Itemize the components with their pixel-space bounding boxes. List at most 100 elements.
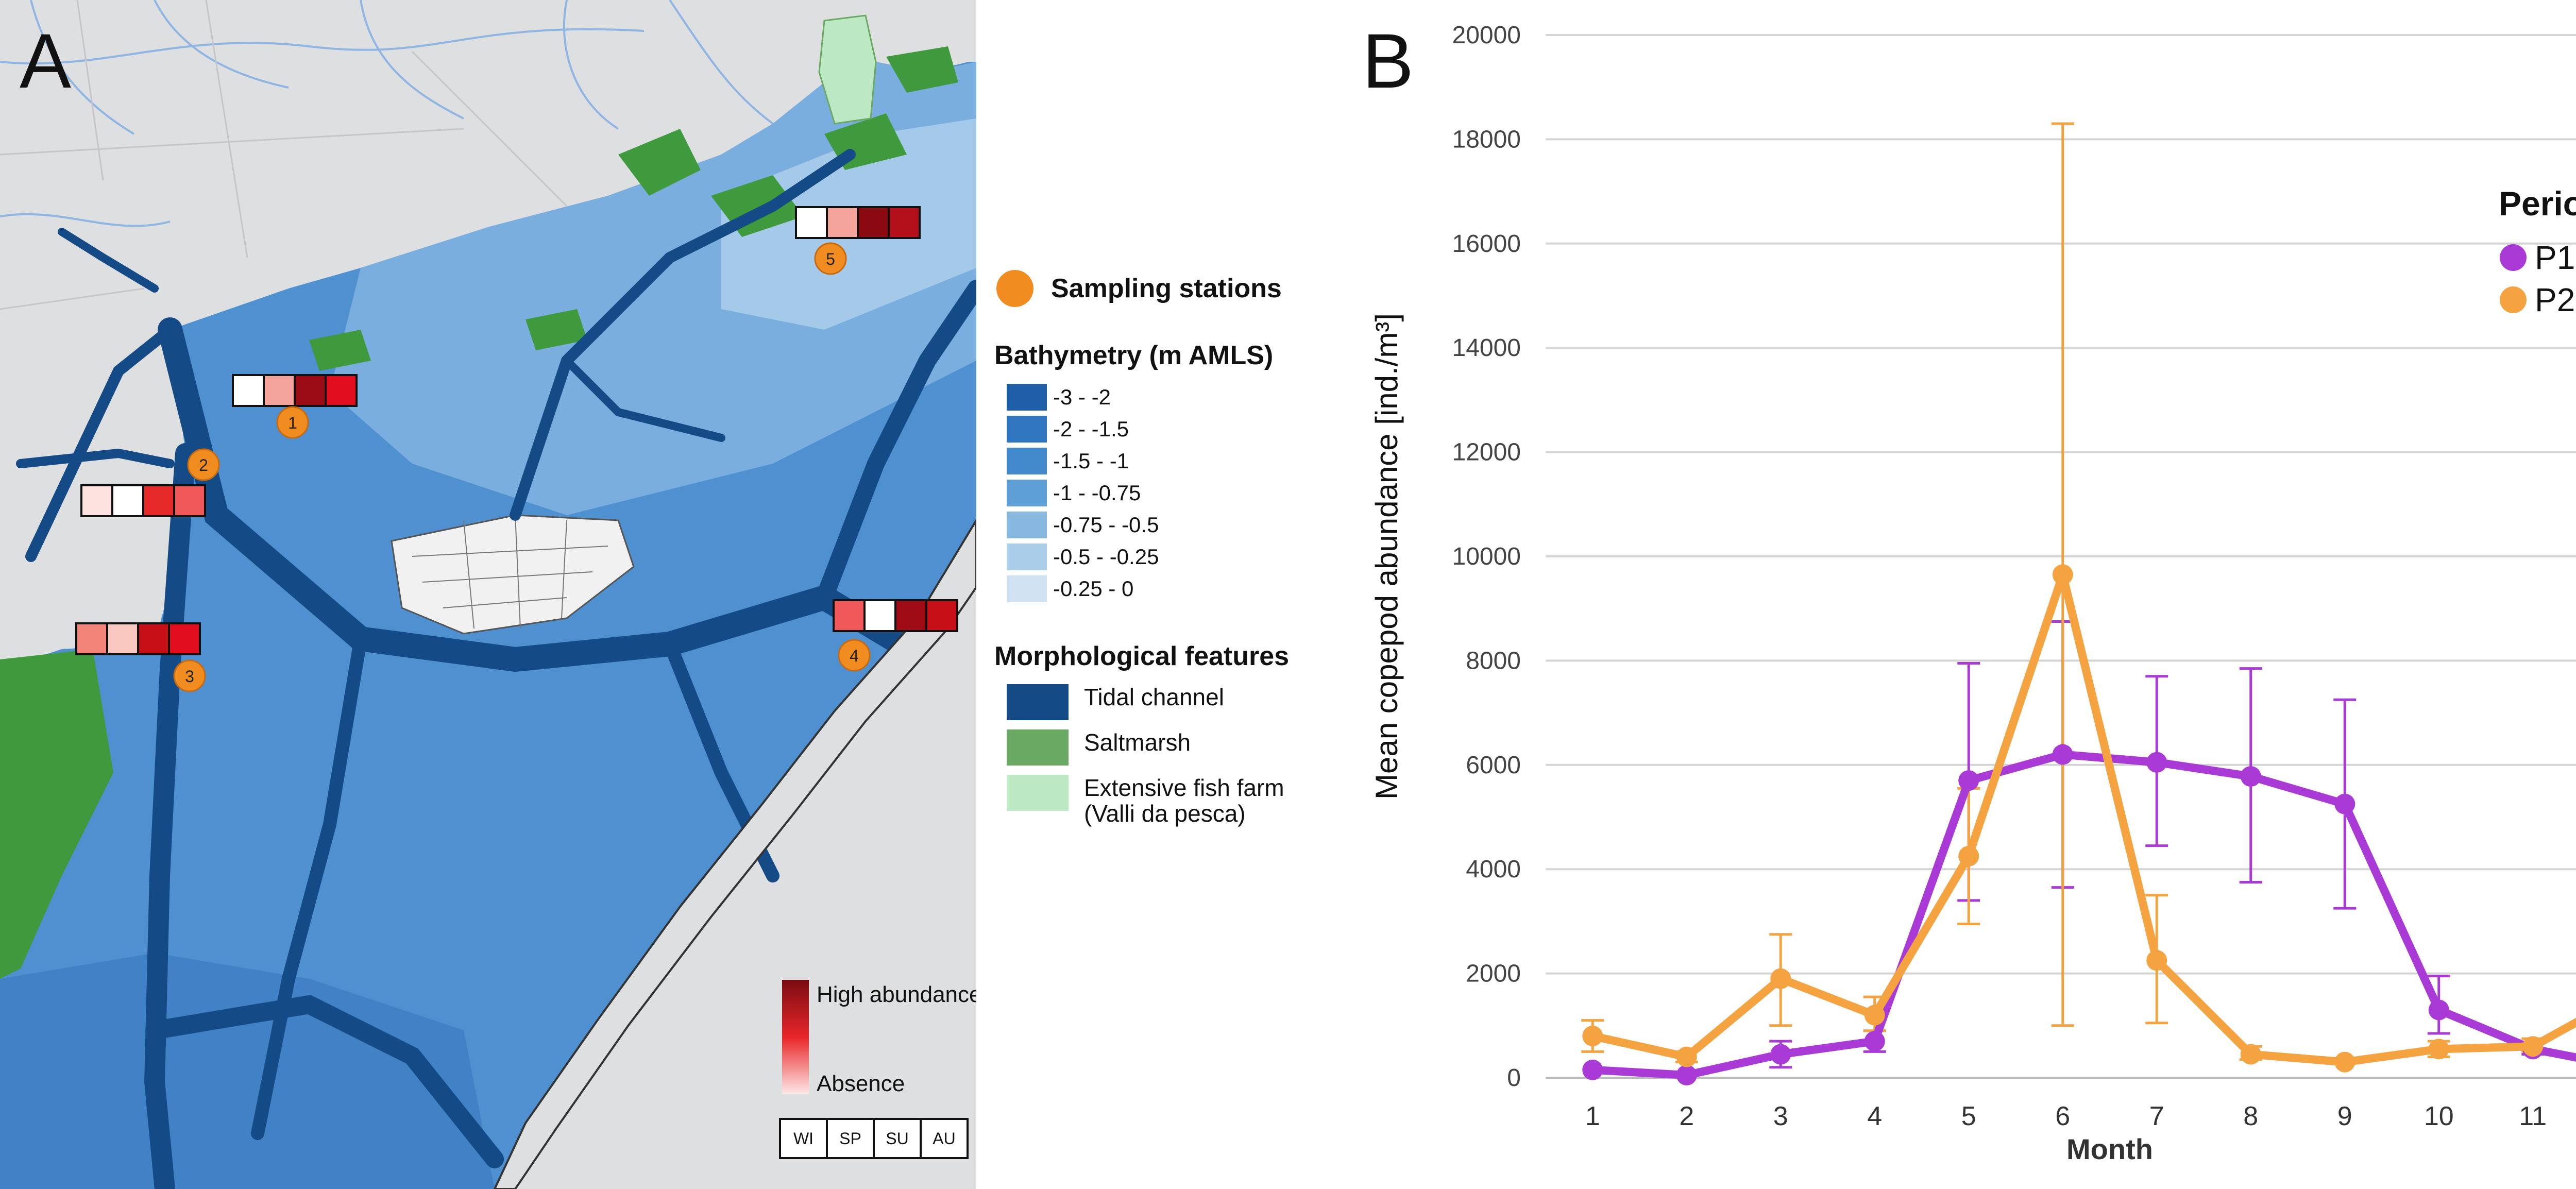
morphology-swatch <box>1007 775 1069 811</box>
bathymetry-legend-item: -3 - -2 <box>1007 381 1355 413</box>
bathymetry-legend-item: -0.75 - -0.5 <box>1007 509 1355 541</box>
data-point-p2 <box>1582 1026 1603 1047</box>
station-marker-5: 5 <box>814 242 847 275</box>
data-point-p2 <box>2052 564 2073 585</box>
bathymetry-legend-title: Bathymetry (m AMLS) <box>994 341 1274 370</box>
y-tick-label: 2000 <box>1466 960 1521 988</box>
road-network <box>0 0 568 310</box>
data-point-p2 <box>1864 1005 1885 1026</box>
data-point-p1 <box>1676 1064 1697 1085</box>
bathymetry-swatch <box>1007 543 1047 570</box>
data-point-p2 <box>2146 950 2167 971</box>
river-network <box>0 0 774 227</box>
y-tick-label: 20000 <box>1452 22 1521 49</box>
x-axis-title: Month <box>2066 1133 2153 1165</box>
bathymetry-label: -1.5 - -1 <box>1053 449 1129 473</box>
station-2-strip <box>80 484 206 517</box>
bathymetry-swatch <box>1007 384 1047 411</box>
data-point-p1 <box>2334 793 2355 814</box>
series-line-p1 <box>1588 750 2576 1079</box>
bathymetry-legend-item: -1 - -0.75 <box>1007 477 1355 509</box>
x-tick-label: 7 <box>2149 1101 2164 1131</box>
season-key: WI SP SU AU <box>779 1118 969 1159</box>
data-point-p1 <box>2052 744 2073 765</box>
station-5-strip <box>795 206 921 239</box>
station-marker-2: 2 <box>187 448 220 481</box>
y-tick-label: 8000 <box>1466 647 1521 674</box>
bathymetry-swatch <box>1007 416 1047 443</box>
morphology-legend-item: Saltmarsh <box>1007 729 1355 766</box>
station-marker-4: 4 <box>838 639 871 672</box>
x-tick-label: 8 <box>2243 1101 2258 1131</box>
panel-a-letter: A <box>20 18 72 104</box>
season-winter: WI <box>779 1118 828 1159</box>
data-point-p2 <box>2522 1036 2544 1057</box>
lagoon-map: 5 1 2 3 4 <box>0 0 976 1189</box>
data-point-p2 <box>2240 1044 2261 1065</box>
sampling-legend-title: Sampling stations <box>1051 274 1282 303</box>
y-tick-label: 0 <box>1507 1064 1521 1092</box>
station-marker-1: 1 <box>276 406 309 439</box>
data-point-p2 <box>2334 1051 2355 1073</box>
data-point-p1 <box>1770 1044 1791 1065</box>
legend-title: Period <box>2499 184 2576 223</box>
sampling-legend-row: Sampling stations <box>994 268 1355 309</box>
bathymetry-label: -3 - -2 <box>1053 385 1111 409</box>
station-1-strip <box>232 374 358 407</box>
bathymetry-legend-item: -0.25 - 0 <box>1007 573 1355 605</box>
x-tick-label: 6 <box>2055 1101 2070 1131</box>
svg-text:2: 2 <box>199 456 208 474</box>
morphology-legend-item: Tidal channel <box>1007 684 1355 720</box>
abundance-chart: 0 2000 4000 6000 8000 10000 12000 14000 16000 180… <box>1369 22 2576 1165</box>
y-tick-label: 12000 <box>1452 439 1521 466</box>
panel-b-letter: B <box>1362 18 1414 104</box>
y-axis-title: Mean copepod abundance [ind./m³] <box>1369 313 1404 800</box>
x-tick-label: 3 <box>1773 1101 1788 1131</box>
y-tick-label: 14000 <box>1452 334 1521 362</box>
fish-farm <box>818 14 877 125</box>
svg-text:3: 3 <box>185 667 194 686</box>
bathymetry-swatch <box>1007 480 1047 506</box>
series-line-p2 <box>1588 570 2576 1066</box>
bathymetry-label: -1 - -0.75 <box>1053 481 1141 505</box>
data-point-p2 <box>2428 1039 2449 1060</box>
bathymetry-legend: -3 - -2 -2 - -1.5 -1.5 - -1 -1 - -0.75 -0.75… <box>994 381 1355 605</box>
saltmarsh-areas <box>0 46 958 979</box>
bathymetry-swatch <box>1007 448 1047 474</box>
abundance-low-label: Absence <box>817 1071 905 1096</box>
data-point-p2 <box>1676 1046 1697 1067</box>
legend-marker-p2 <box>2500 286 2527 313</box>
svg-text:1: 1 <box>288 414 297 432</box>
station-3-strip <box>75 622 201 655</box>
station-4-strip <box>833 599 958 632</box>
morphology-label: Tidal channel <box>1084 684 1224 710</box>
bathymetry-swatch <box>1007 575 1047 602</box>
morphology-legend-title: Morphological features <box>994 641 1290 671</box>
bathymetry-label: -2 - -1.5 <box>1053 417 1129 441</box>
sampling-station-icon <box>996 270 1033 307</box>
data-point-p2 <box>1770 968 1791 989</box>
season-autumn: AU <box>920 1118 969 1159</box>
data-point-p1 <box>1958 770 1979 791</box>
svg-text:4: 4 <box>850 647 859 665</box>
legend-marker-p1 <box>2500 244 2527 271</box>
legend-label-p2: P2 <box>2535 281 2575 318</box>
bathymetry-legend-item: -1.5 - -1 <box>1007 445 1355 477</box>
y-tick-label: 16000 <box>1452 230 1521 258</box>
map-legend: Sampling stations Bathymetry (m AMLS) -3… <box>994 258 1355 836</box>
data-point-p1 <box>1864 1031 1885 1052</box>
data-point-p1 <box>1582 1059 1603 1080</box>
y-tick-label: 6000 <box>1466 752 1521 779</box>
bathymetry-swatch <box>1007 512 1047 538</box>
bathymetry-legend-item: -2 - -1.5 <box>1007 413 1355 445</box>
x-tick-label: 2 <box>1679 1101 1694 1131</box>
station-marker-3: 3 <box>173 659 206 692</box>
coastal-barrier <box>493 518 976 1189</box>
venice-canals <box>412 515 608 629</box>
southern-lagoon <box>0 953 495 1189</box>
morphology-legend-item: Extensive fish farm (Valli da pesca) <box>1007 775 1355 826</box>
morphology-legend: Tidal channel Saltmarsh Extensive fish far… <box>994 684 1355 826</box>
y-tick-label: 4000 <box>1466 856 1521 883</box>
chart-panel: B 0 2000 4000 6000 8000 10000 12000 14000 16000 1… <box>1350 0 2576 1189</box>
